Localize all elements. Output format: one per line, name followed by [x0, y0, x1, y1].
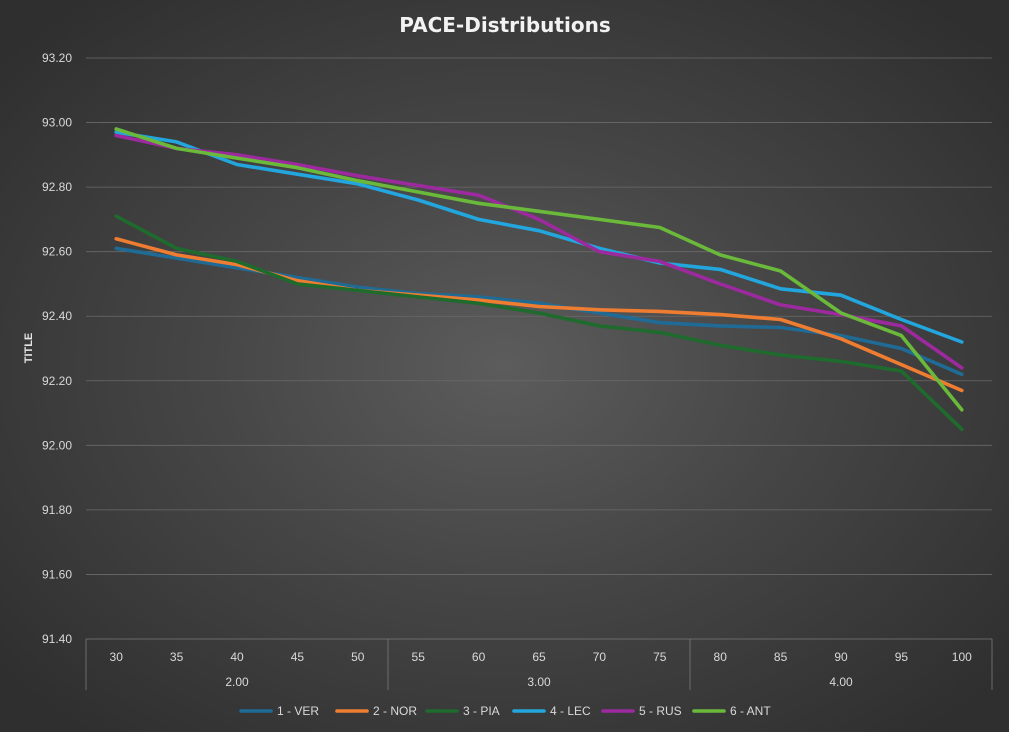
x-tick-label: 65 — [532, 650, 546, 664]
y-tick-label: 91.80 — [42, 503, 72, 517]
y-tick-label: 92.20 — [42, 374, 72, 388]
legend-entry: 2 - NOR — [373, 704, 417, 718]
chart-title: PACE-Distributions — [399, 13, 610, 37]
legend-entry: 5 - RUS — [639, 704, 682, 718]
y-tick-label: 93.00 — [42, 116, 72, 130]
legend-entry: 6 - ANT — [730, 704, 771, 718]
x-group-label: 2.00 — [225, 675, 249, 689]
x-tick-label: 70 — [593, 650, 607, 664]
x-tick-label: 40 — [230, 650, 244, 664]
x-tick-label: 60 — [472, 650, 486, 664]
y-tick-label: 93.20 — [42, 51, 72, 65]
series-line-4-lec — [114, 130, 964, 344]
y-tick-label: 91.40 — [42, 632, 72, 646]
x-tick-label: 90 — [834, 650, 848, 664]
x-group-label: 3.00 — [527, 675, 551, 689]
x-group-label: 4.00 — [829, 675, 853, 689]
series-line-6-ant — [114, 127, 964, 412]
y-tick-label: 91.60 — [42, 567, 72, 581]
x-tick-label: 45 — [291, 650, 305, 664]
legend-entry: 3 - PIA — [463, 704, 500, 718]
x-tick-label: 100 — [952, 650, 972, 664]
y-tick-label: 92.00 — [42, 438, 72, 452]
y-tick-label: 92.60 — [42, 245, 72, 259]
x-tick-label: 75 — [653, 650, 667, 664]
x-tick-label: 95 — [895, 650, 909, 664]
legend-entry: 4 - LEC — [550, 704, 591, 718]
y-tick-label: 92.80 — [42, 180, 72, 194]
x-tick-label: 85 — [774, 650, 788, 664]
series-line-5-rus — [114, 133, 964, 370]
x-tick-label: 80 — [714, 650, 728, 664]
x-tick-label: 35 — [170, 650, 184, 664]
x-tick-label: 30 — [110, 650, 124, 664]
x-tick-label: 50 — [351, 650, 365, 664]
series-line-3-pia — [114, 214, 964, 432]
y-tick-label: 92.40 — [42, 309, 72, 323]
x-tick-label: 55 — [412, 650, 426, 664]
y-axis-label: TITLE — [23, 333, 35, 364]
legend-entry: 1 - VER — [277, 704, 319, 718]
